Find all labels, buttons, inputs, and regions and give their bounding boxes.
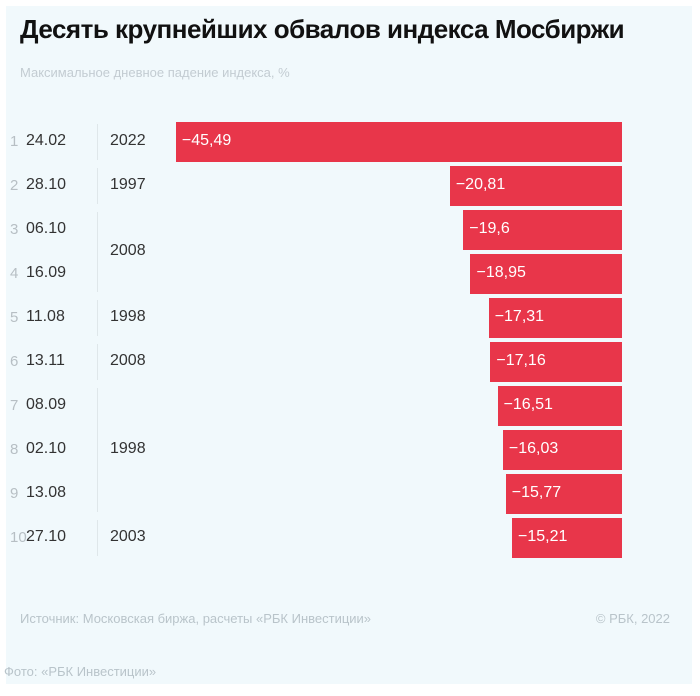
rank-label: 5 bbox=[10, 309, 19, 326]
bar: −20,81 bbox=[449, 166, 622, 206]
bar: −16,03 bbox=[502, 430, 622, 470]
value-label: −16,51 bbox=[503, 396, 553, 413]
year-label: 2008 bbox=[110, 242, 146, 259]
year-label: 2022 bbox=[110, 132, 146, 149]
date-label: 13.11 bbox=[26, 352, 65, 369]
bar-row: 8 02.10 −16,03 bbox=[0, 428, 700, 472]
bar-row: 3 06.10 −19,6 bbox=[0, 208, 700, 252]
value-label: −15,21 bbox=[517, 528, 568, 545]
year-divider bbox=[97, 388, 98, 512]
date-label: 06.10 bbox=[26, 220, 67, 237]
date-label: 28.10 bbox=[26, 176, 67, 193]
rank-label: 3 bbox=[10, 221, 19, 238]
year-divider bbox=[97, 168, 98, 204]
value-label: −20,81 bbox=[455, 176, 506, 193]
date-label: 16.09 bbox=[26, 264, 67, 281]
source-note: Источник: Московская биржа, расчеты «РБК… bbox=[20, 611, 372, 626]
date-label: 11.08 bbox=[26, 308, 65, 325]
bar-row: 9 13.08 −15,77 bbox=[0, 472, 700, 516]
bar: −15,21 bbox=[511, 518, 622, 558]
value-label: −19,6 bbox=[469, 220, 510, 237]
year-divider bbox=[97, 520, 98, 556]
bar-row: 7 08.09 −16,51 bbox=[0, 384, 700, 428]
bar: −15,77 bbox=[505, 474, 622, 514]
value-label: −45,49 bbox=[181, 132, 232, 149]
bar-row: 2 28.10 −20,81 bbox=[0, 164, 700, 208]
rank-label: 10 bbox=[10, 529, 27, 546]
value-label: −18,95 bbox=[476, 264, 526, 281]
date-label: 27.10 bbox=[26, 528, 67, 545]
date-label: 13.08 bbox=[26, 484, 67, 501]
bar: −19,6 bbox=[463, 210, 622, 250]
date-label: 08.09 bbox=[26, 396, 67, 413]
bar: −16,51 bbox=[497, 386, 622, 426]
photo-credit: Фото: «РБК Инвестиции» bbox=[4, 664, 157, 679]
rank-label: 2 bbox=[10, 177, 19, 194]
year-label: 1997 bbox=[110, 176, 146, 193]
value-label: −17,16 bbox=[496, 352, 546, 369]
bar-row: 4 16.09 −18,95 bbox=[0, 252, 700, 296]
bar: −17,16 bbox=[490, 342, 622, 382]
date-label: 24.02 bbox=[26, 132, 67, 149]
rank-label: 7 bbox=[10, 397, 19, 414]
rank-label: 4 bbox=[10, 265, 19, 282]
bar: −17,31 bbox=[488, 298, 622, 338]
bar-row: 1 24.02 −45,49 bbox=[0, 120, 700, 164]
value-label: −17,31 bbox=[494, 308, 545, 325]
year-label: 1998 bbox=[110, 440, 146, 457]
year-label: 1998 bbox=[110, 308, 146, 325]
rank-label: 1 bbox=[10, 133, 19, 150]
year-divider bbox=[97, 212, 98, 292]
bar-row: 6 13.11 −17,16 bbox=[0, 340, 700, 384]
bar-row: 5 11.08 −17,31 bbox=[0, 296, 700, 340]
date-label: 02.10 bbox=[26, 440, 67, 457]
rank-label: 8 bbox=[10, 441, 19, 458]
bar: −45,49 bbox=[175, 122, 622, 162]
value-label: −16,03 bbox=[508, 440, 559, 457]
copyright: © РБК, 2022 bbox=[595, 611, 670, 626]
year-label: 2003 bbox=[110, 528, 146, 545]
bar-row: 10 27.10 −15,21 bbox=[0, 516, 700, 560]
year-divider bbox=[97, 344, 98, 380]
value-label: −15,77 bbox=[511, 484, 562, 501]
year-divider bbox=[97, 124, 98, 160]
chart-subtitle: Максимальное дневное падение индекса, % bbox=[20, 65, 290, 80]
year-divider bbox=[97, 300, 98, 336]
rank-label: 6 bbox=[10, 353, 19, 370]
rank-label: 9 bbox=[10, 485, 19, 502]
bar: −18,95 bbox=[470, 254, 622, 294]
year-label: 2008 bbox=[110, 352, 146, 369]
chart-title: Десять крупнейших обвалов индекса Мосбир… bbox=[20, 14, 625, 44]
